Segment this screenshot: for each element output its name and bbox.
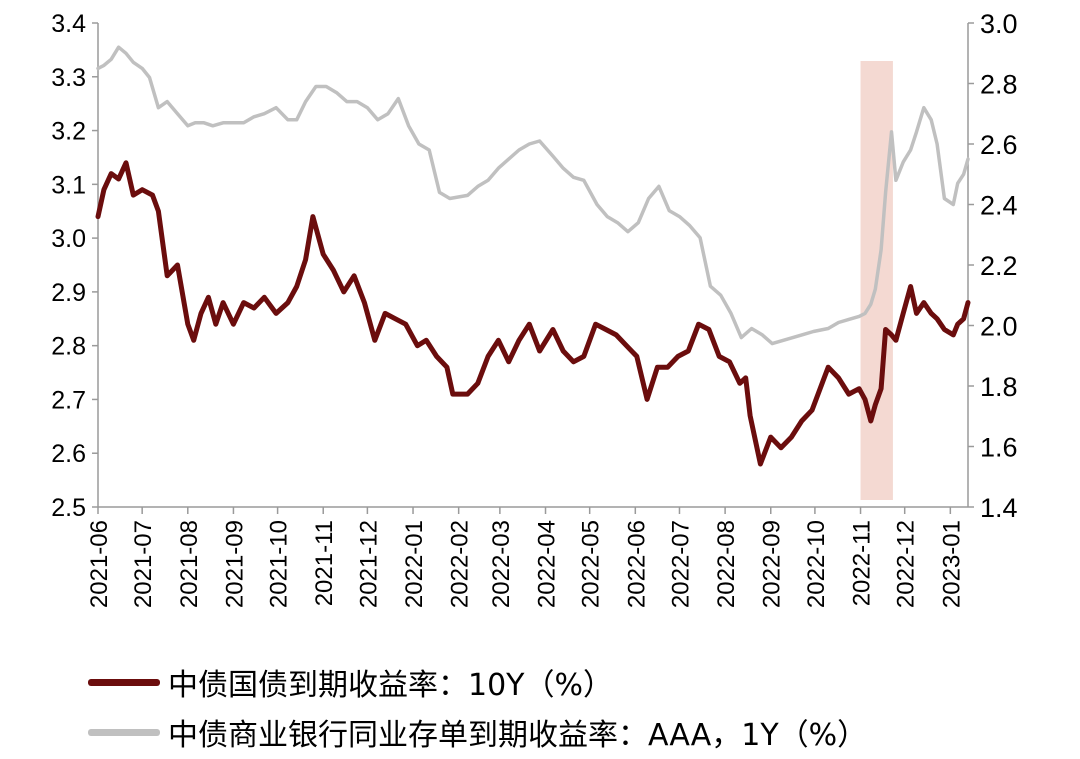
x-tick-label: 2023-01 bbox=[938, 520, 965, 608]
x-tick-label: 2022-06 bbox=[623, 520, 650, 608]
x-tick-label: 2021-08 bbox=[176, 520, 203, 608]
x-tick-label: 2022-05 bbox=[578, 520, 605, 608]
y-right-tick-label: 2.0 bbox=[980, 312, 1018, 342]
y-left-tick-label: 2.8 bbox=[51, 333, 86, 361]
y-left-tick-label: 3.0 bbox=[51, 225, 86, 253]
x-tick-label: 2022-12 bbox=[893, 520, 920, 608]
x-tick-label: 2022-09 bbox=[759, 520, 786, 608]
x-tick-label: 2021-09 bbox=[221, 520, 248, 608]
y-left-tick-label: 2.7 bbox=[51, 386, 86, 414]
x-tick-label: 2022-01 bbox=[401, 520, 428, 608]
legend-swatch-ncd-1y bbox=[88, 728, 160, 736]
y-right-tick-label: 2.6 bbox=[980, 130, 1018, 160]
y-left-tick-label: 2.5 bbox=[51, 494, 86, 522]
y-left-tick-label: 2.9 bbox=[51, 279, 86, 307]
y-right-tick-label: 2.2 bbox=[980, 251, 1018, 281]
x-tick-label: 2022-03 bbox=[488, 520, 515, 608]
x-tick-label: 2022-07 bbox=[667, 520, 694, 608]
axes-layer: 2.5 2.6 2.7 2.8 2.9 3.0 3.1 3.2 3.3 3.4 1.4 1.6 1.8 2… bbox=[51, 9, 1017, 608]
legend-swatch-bond-10y bbox=[88, 678, 160, 686]
y-right-tick-label: 2.4 bbox=[980, 191, 1018, 221]
legend-label-ncd-1y: 中债商业银行同业存单到期收益率：AAA，1Y（%） bbox=[168, 718, 868, 753]
y-left-tick-label: 3.1 bbox=[51, 171, 86, 199]
series-line-ncd-1y bbox=[96, 45, 970, 346]
y-right-tick-label: 1.4 bbox=[980, 493, 1018, 523]
x-tick-label: 2021-12 bbox=[355, 520, 382, 608]
y-left-tick-label: 3.3 bbox=[51, 64, 86, 92]
x-tick-label: 2021-11 bbox=[311, 520, 338, 606]
series-layer bbox=[95, 45, 971, 467]
y-right-tick-label: 1.8 bbox=[980, 372, 1018, 402]
y-left-tick-label: 3.4 bbox=[51, 10, 86, 38]
x-tick-label: 2022-04 bbox=[534, 520, 561, 608]
y-right-tick-label: 2.8 bbox=[980, 70, 1018, 100]
x-tick-label: 2022-02 bbox=[447, 520, 474, 608]
x-tick-label: 2022-11 bbox=[849, 520, 876, 606]
y-left-tick-label: 3.2 bbox=[51, 118, 86, 146]
legend-item-ncd-1y: 中债商业银行同业存单到期收益率：AAA，1Y（%） bbox=[88, 710, 1068, 754]
x-tick-label: 2021-06 bbox=[86, 520, 113, 608]
x-tick-label: 2022-10 bbox=[803, 520, 830, 608]
y-right-tick-label: 1.6 bbox=[980, 433, 1018, 463]
x-tick-label: 2021-10 bbox=[266, 520, 293, 608]
chart-svg: 2.5 2.6 2.7 2.8 2.9 3.0 3.1 3.2 3.3 3.4 1.4 1.6 1.8 2… bbox=[51, 9, 1017, 608]
x-tick-label: 2022-08 bbox=[713, 520, 740, 608]
y-left-tick-label: 2.6 bbox=[51, 440, 86, 468]
x-tick-label: 2021-07 bbox=[130, 520, 157, 608]
series-line-bond-10y bbox=[95, 160, 971, 467]
legend-label-bond-10y: 中债国债到期收益率：10Y（%） bbox=[168, 668, 614, 703]
y-right-tick-label: 3.0 bbox=[980, 9, 1018, 39]
legend-item-bond-10y: 中债国债到期收益率：10Y（%） bbox=[88, 660, 1068, 704]
